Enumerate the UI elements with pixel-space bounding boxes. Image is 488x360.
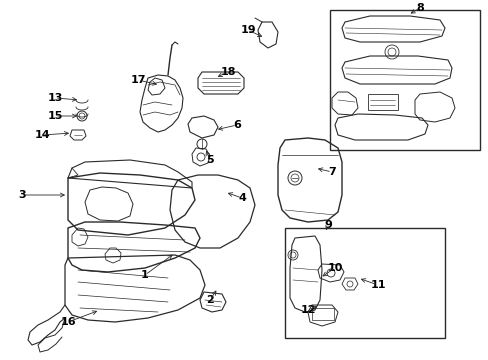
Text: 16: 16	[60, 317, 76, 327]
Bar	[367, 94, 397, 110]
Bar	[285, 228, 444, 338]
Text: 4: 4	[238, 193, 245, 203]
Bar	[311, 308, 333, 320]
Text: 5: 5	[206, 155, 213, 165]
Text: 18: 18	[220, 67, 235, 77]
Text: 1: 1	[141, 270, 148, 280]
Text: 8: 8	[415, 3, 423, 13]
Text: 13: 13	[47, 93, 62, 103]
Text: 19: 19	[240, 25, 255, 35]
Text: 15: 15	[47, 111, 62, 121]
Text: 12: 12	[300, 305, 315, 315]
Text: 6: 6	[233, 120, 241, 130]
Text: 9: 9	[324, 220, 331, 230]
Text: 14: 14	[34, 130, 50, 140]
Text: 3: 3	[18, 190, 26, 200]
Text: 10: 10	[326, 263, 342, 273]
Text: 2: 2	[206, 295, 213, 305]
Text: 7: 7	[327, 167, 335, 177]
Bar	[329, 10, 479, 150]
Text: 17: 17	[130, 75, 145, 85]
Text: 11: 11	[369, 280, 385, 290]
